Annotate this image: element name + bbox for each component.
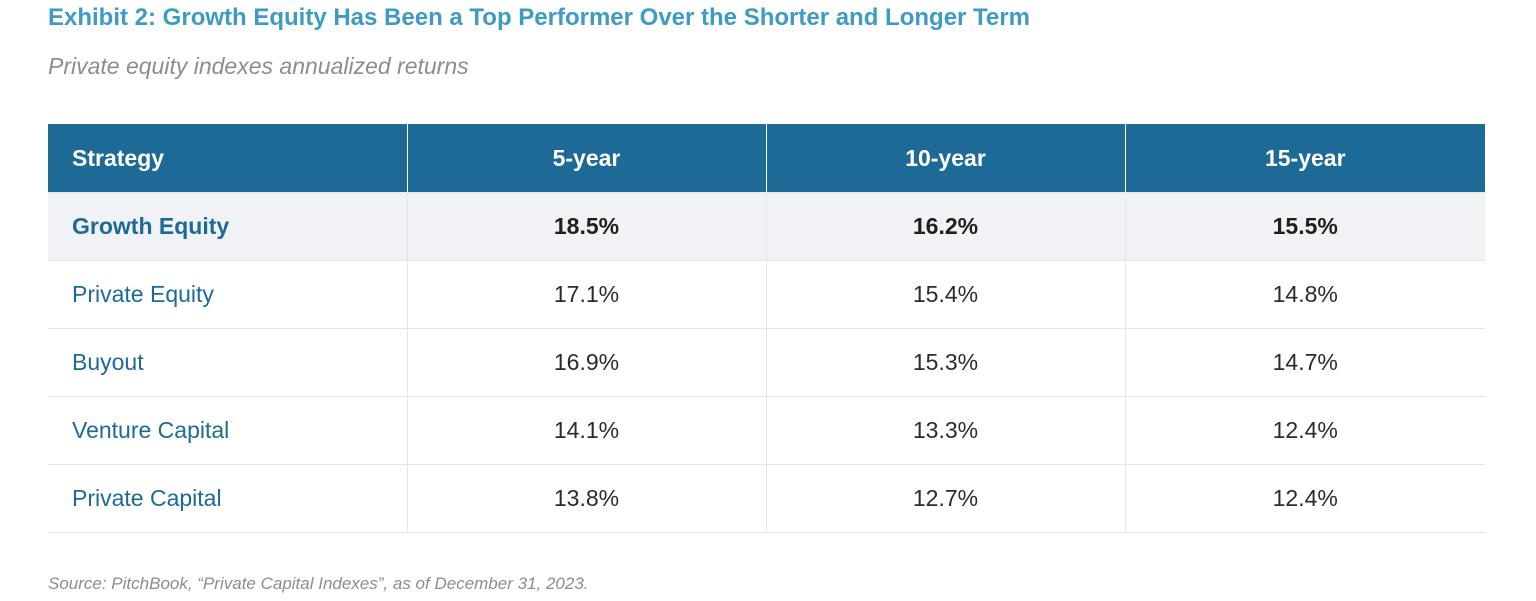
return-15-year-cell: 15.5% — [1124, 192, 1485, 261]
returns-table: Strategy 5-year 10-year 15-year Growth E… — [48, 124, 1485, 533]
header-strategy: Strategy — [48, 124, 407, 193]
return-5-year-cell: 18.5% — [406, 192, 766, 261]
table-row-buyout: Buyout 16.9% 15.3% 14.7% — [48, 328, 1485, 397]
source-note: Source: PitchBook, “Private Capital Inde… — [48, 574, 589, 593]
table-row-private-equity: Private Equity 17.1% 15.4% 14.8% — [48, 260, 1485, 329]
return-15-year-cell: 12.4% — [1124, 464, 1485, 533]
strategy-cell: Private Capital — [48, 464, 407, 533]
table-row-growth-equity: Growth Equity 18.5% 16.2% 15.5% — [48, 192, 1485, 261]
return-10-year-cell: 16.2% — [765, 192, 1125, 261]
return-15-year-cell: 12.4% — [1124, 396, 1485, 465]
return-10-year-cell: 15.4% — [765, 260, 1125, 329]
return-5-year-cell: 14.1% — [406, 396, 766, 465]
strategy-cell: Venture Capital — [48, 396, 407, 465]
return-10-year-cell: 13.3% — [765, 396, 1125, 465]
return-15-year-cell: 14.8% — [1124, 260, 1485, 329]
table-row-private-capital: Private Capital 13.8% 12.7% 12.4% — [48, 464, 1485, 533]
table-row-venture-capital: Venture Capital 14.1% 13.3% 12.4% — [48, 396, 1485, 465]
strategy-cell: Buyout — [48, 328, 407, 397]
exhibit-title: Exhibit 2: Growth Equity Has Been a Top … — [48, 4, 1030, 31]
header-10-year: 10-year — [765, 124, 1125, 193]
exhibit-subtitle: Private equity indexes annualized return… — [48, 53, 469, 79]
header-5-year: 5-year — [406, 124, 766, 193]
header-row: Strategy 5-year 10-year 15-year — [48, 124, 1485, 193]
strategy-cell: Growth Equity — [48, 192, 407, 261]
return-5-year-cell: 16.9% — [406, 328, 766, 397]
return-10-year-cell: 15.3% — [765, 328, 1125, 397]
header-15-year: 15-year — [1124, 124, 1485, 193]
return-5-year-cell: 17.1% — [406, 260, 766, 329]
return-10-year-cell: 12.7% — [765, 464, 1125, 533]
table-body: Growth Equity 18.5% 16.2% 15.5% Private … — [48, 192, 1485, 533]
return-5-year-cell: 13.8% — [406, 464, 766, 533]
strategy-cell: Private Equity — [48, 260, 407, 329]
return-15-year-cell: 14.7% — [1124, 328, 1485, 397]
table-header: Strategy 5-year 10-year 15-year — [48, 124, 1485, 193]
